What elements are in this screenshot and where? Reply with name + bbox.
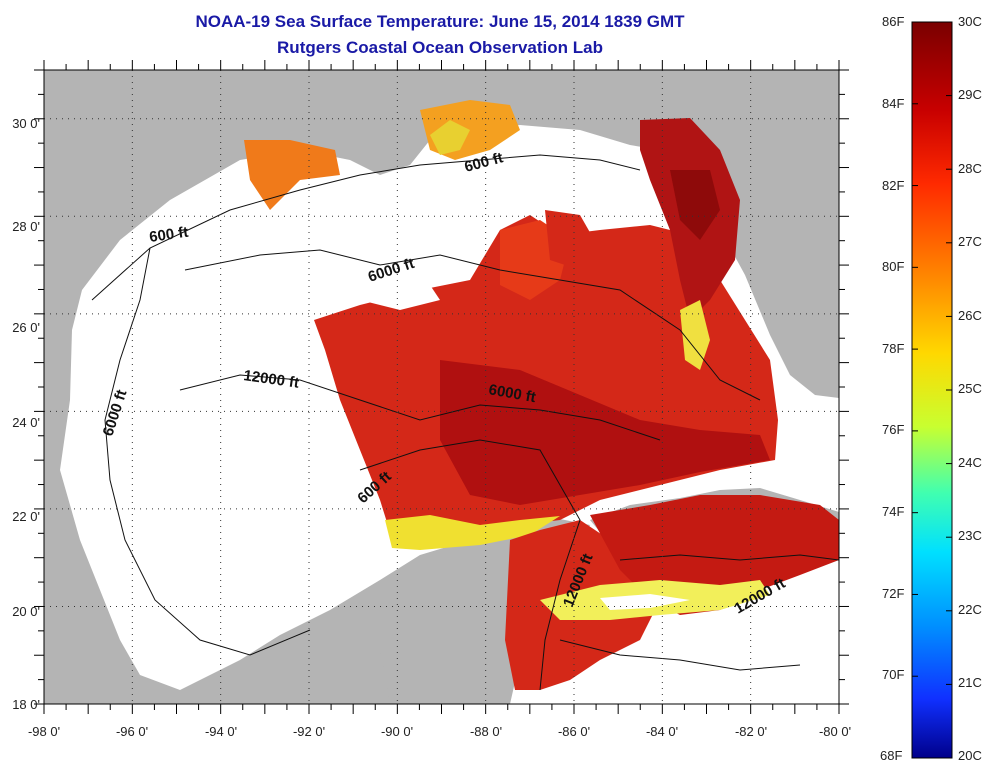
cb-f-78: 78F (882, 341, 905, 356)
cb-c-30: 30C (958, 14, 982, 29)
lon-label-82: -82 0' (735, 724, 767, 739)
lon-label-80: -80 0' (819, 724, 851, 739)
cb-f-86: 86F (882, 14, 905, 29)
cb-c-28: 28C (958, 161, 982, 176)
lon-label-90: -90 0' (381, 724, 413, 739)
colorbar (911, 21, 953, 759)
cb-f-70: 70F (882, 667, 905, 682)
cb-c-20: 20C (958, 748, 982, 763)
depth-contours (91, 154, 839, 691)
lat-label-26: 26 0' (12, 320, 40, 335)
lon-label-98: -98 0' (28, 724, 60, 739)
lon-label-86: -86 0' (558, 724, 590, 739)
lat-label-20: 20 0' (12, 604, 40, 619)
cb-f-82: 82F (882, 178, 905, 193)
lon-label-92: -92 0' (293, 724, 325, 739)
lon-label-96: -96 0' (116, 724, 148, 739)
cb-f-68: 68F (880, 748, 903, 763)
lat-label-24: 24 0' (12, 415, 40, 430)
lon-label-84: -84 0' (646, 724, 678, 739)
central-america-land (44, 560, 390, 704)
contour-label-600-west: 600 ft (148, 224, 189, 246)
cb-c-26: 26C (958, 308, 982, 323)
cb-c-23: 23C (958, 528, 982, 543)
cb-f-84: 84F (882, 96, 905, 111)
lat-label-18: 18 0' (12, 697, 40, 712)
graticule (44, 70, 839, 704)
cb-c-29: 29C (958, 87, 982, 102)
cb-f-76: 76F (882, 422, 905, 437)
lat-label-30: 30 0' (12, 116, 40, 131)
cb-c-24: 24C (958, 455, 982, 470)
axis-ticks (34, 60, 849, 714)
map-title: NOAA-19 Sea Surface Temperature: June 15… (195, 12, 685, 31)
lon-label-94: -94 0' (205, 724, 237, 739)
cb-f-74: 74F (882, 504, 905, 519)
cb-f-72: 72F (882, 586, 905, 601)
lon-label-88: -88 0' (470, 724, 502, 739)
cb-c-22: 22C (958, 602, 982, 617)
map-subtitle: Rutgers Coastal Ocean Observation Lab (277, 38, 603, 57)
cb-c-25: 25C (958, 381, 982, 396)
colorbar-ticks (912, 21, 952, 759)
lat-label-28: 28 0' (12, 219, 40, 234)
lat-label-22: 22 0' (12, 509, 40, 524)
cb-c-21: 21C (958, 675, 982, 690)
cb-f-80: 80F (882, 259, 905, 274)
cb-c-27: 27C (958, 234, 982, 249)
